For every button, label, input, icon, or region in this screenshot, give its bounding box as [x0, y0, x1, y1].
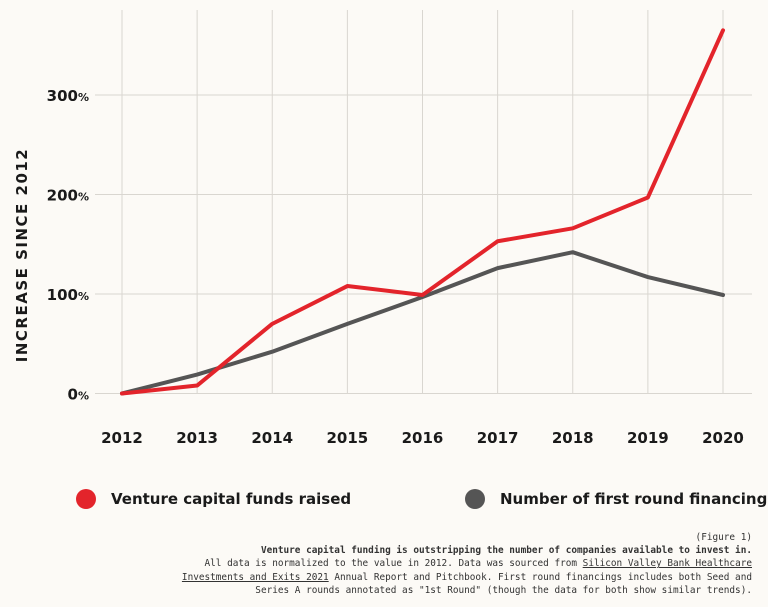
line-chart: 0%100%200%300% 2012 2013 2014 2015 2016 2017 2…	[13, 10, 752, 447]
legend-item-vc-funds: Venture capital funds raised	[76, 489, 351, 509]
y-tick-label: 300%	[47, 87, 89, 105]
legend-dot-gray	[465, 489, 485, 509]
x-tick-label: 2013	[176, 429, 218, 447]
x-tick-label: 2020	[702, 429, 744, 447]
y-tick-label: 0%	[68, 386, 89, 404]
x-tick-labels: 2012 2013 2014 2015 2016 2017 2018 2019 2020	[101, 429, 744, 447]
legend-dot-red	[76, 489, 96, 509]
y-tick-number: 0	[68, 386, 78, 404]
y-tick-label: 100%	[47, 286, 89, 304]
caption-body-1: All data is normalized to the value in 2…	[204, 558, 583, 570]
caption-headline: Venture capital funding is outstripping …	[260, 545, 752, 557]
series-line-vc-funds	[120, 28, 725, 396]
caption-body: All data is normalized to the value in 2…	[152, 557, 752, 597]
series-lines	[120, 28, 725, 396]
grid-lines	[95, 10, 752, 394]
source-link[interactable]: Silicon Valley Bank Healthcare Investmen…	[181, 558, 752, 583]
x-tick-label: 2012	[101, 429, 143, 447]
y-tick-number: 100	[47, 286, 78, 304]
y-tick-number: 200	[47, 187, 78, 205]
y-tick-unit: %	[78, 91, 89, 104]
y-tick-unit: %	[78, 390, 89, 403]
y-tick-unit: %	[78, 191, 89, 204]
y-tick-labels: 0%100%200%300%	[47, 87, 89, 404]
legend-item-first-round: Number of first round financings	[465, 489, 768, 509]
y-axis-label: INCREASE SINCE 2012	[13, 148, 31, 362]
y-tick-number: 300	[47, 87, 78, 105]
legend-label-vc-funds: Venture capital funds raised	[111, 490, 352, 508]
x-tick-label: 2017	[477, 429, 519, 447]
y-tick-unit: %	[78, 290, 89, 303]
x-tick-label: 2016	[402, 429, 444, 447]
figure-caption: (Figure 1) Venture capital funding is ou…	[152, 531, 752, 597]
y-tick-label: 200%	[47, 187, 89, 205]
figure-number: (Figure 1)	[695, 532, 752, 543]
x-tick-label: 2018	[552, 429, 594, 447]
x-tick-label: 2015	[327, 429, 369, 447]
legend: Venture capital funds raised Number of f…	[0, 489, 768, 515]
caption-body-2: Annual Report and Pitchbook. First round…	[255, 571, 752, 596]
legend-label-first-round: Number of first round financings	[500, 490, 768, 508]
x-tick-label: 2019	[627, 429, 669, 447]
x-tick-label: 2014	[251, 429, 293, 447]
